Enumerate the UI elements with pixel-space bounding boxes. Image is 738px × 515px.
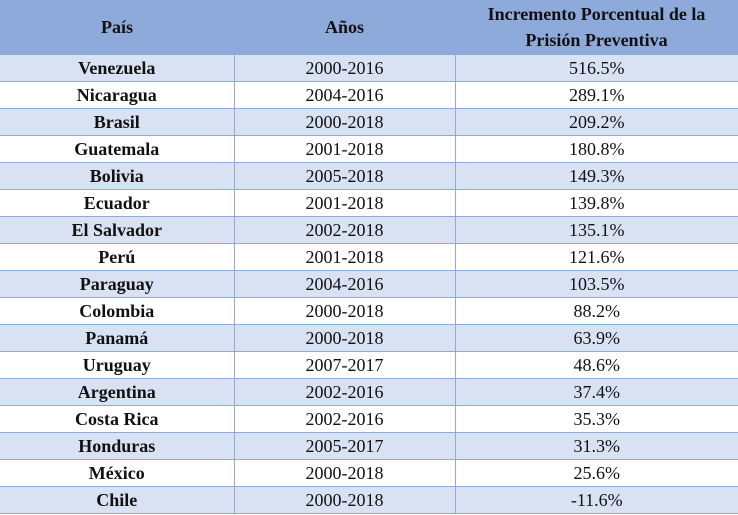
years-cell: 2004-2016 xyxy=(233,269,456,298)
table-header: País Años Incremento Porcentual de la Pr… xyxy=(0,0,738,55)
country-cell: Uruguay xyxy=(0,350,235,379)
country-cell: Costa Rica xyxy=(0,404,235,433)
table-row: Bolivia 2005-2018 149.3% xyxy=(0,161,738,190)
increase-cell: -11.6% xyxy=(454,485,738,514)
increase-cell: 48.6% xyxy=(454,350,738,379)
years-cell: 2000-2018 xyxy=(233,296,456,325)
increase-cell: 88.2% xyxy=(454,296,738,325)
table-row: El Salvador 2002-2018 135.1% xyxy=(0,215,738,244)
increase-cell: 35.3% xyxy=(454,404,738,433)
table-row: Venezuela 2000-2016 516.5% xyxy=(0,53,738,82)
country-cell: Colombia xyxy=(0,296,235,325)
increase-cell: 209.2% xyxy=(454,107,738,136)
table-row: Brasil 2000-2018 209.2% xyxy=(0,107,738,136)
years-cell: 2001-2018 xyxy=(233,188,456,217)
table-row: Colombia 2000-2018 88.2% xyxy=(0,296,738,325)
increase-cell: 516.5% xyxy=(454,53,738,82)
header-row: País Años Incremento Porcentual de la Pr… xyxy=(0,0,738,55)
table-row: Panamá 2000-2018 63.9% xyxy=(0,323,738,352)
header-increase: Incremento Porcentual de la Prisión Prev… xyxy=(455,0,738,55)
table-row: Honduras 2005-2017 31.3% xyxy=(0,431,738,460)
country-cell: Paraguay xyxy=(0,269,235,298)
table-row: Argentina 2002-2016 37.4% xyxy=(0,377,738,406)
table-row: Costa Rica 2002-2016 35.3% xyxy=(0,404,738,433)
years-cell: 2005-2018 xyxy=(233,161,456,190)
country-cell: Ecuador xyxy=(0,188,235,217)
table-body: Venezuela 2000-2016 516.5% Nicaragua 2004-20… xyxy=(0,53,738,514)
table-row: Nicaragua 2004-2016 289.1% xyxy=(0,80,738,109)
increase-cell: 180.8% xyxy=(454,134,738,163)
header-country: País xyxy=(0,0,234,55)
country-cell: Bolivia xyxy=(0,161,235,190)
years-cell: 2001-2018 xyxy=(233,134,456,163)
table-row: Uruguay 2007-2017 48.6% xyxy=(0,350,738,379)
table-row: Perú 2001-2018 121.6% xyxy=(0,242,738,271)
country-cell: Panamá xyxy=(0,323,235,352)
increase-cell: 149.3% xyxy=(454,161,738,190)
years-cell: 2002-2018 xyxy=(233,215,456,244)
years-cell: 2005-2017 xyxy=(233,431,456,460)
country-cell: El Salvador xyxy=(0,215,235,244)
years-cell: 2000-2018 xyxy=(233,323,456,352)
table-row: México 2000-2018 25.6% xyxy=(0,458,738,487)
years-cell: 2001-2018 xyxy=(233,242,456,271)
country-cell: Honduras xyxy=(0,431,235,460)
country-cell: Perú xyxy=(0,242,235,271)
header-years: Años xyxy=(234,0,455,55)
table-row: Paraguay 2004-2016 103.5% xyxy=(0,269,738,298)
country-cell: México xyxy=(0,458,235,487)
increase-cell: 121.6% xyxy=(454,242,738,271)
years-cell: 2000-2016 xyxy=(233,53,456,82)
country-cell: Argentina xyxy=(0,377,235,406)
increase-cell: 289.1% xyxy=(454,80,738,109)
increase-cell: 31.3% xyxy=(454,431,738,460)
increase-cell: 139.8% xyxy=(454,188,738,217)
years-cell: 2004-2016 xyxy=(233,80,456,109)
years-cell: 2002-2016 xyxy=(233,404,456,433)
country-cell: Guatemala xyxy=(0,134,235,163)
table-row: Chile 2000-2018 -11.6% xyxy=(0,485,738,514)
increase-cell: 63.9% xyxy=(454,323,738,352)
increase-cell: 135.1% xyxy=(454,215,738,244)
country-cell: Brasil xyxy=(0,107,235,136)
table-row: Ecuador 2001-2018 139.8% xyxy=(0,188,738,217)
years-cell: 2007-2017 xyxy=(233,350,456,379)
increase-cell: 103.5% xyxy=(454,269,738,298)
years-cell: 2002-2016 xyxy=(233,377,456,406)
increase-cell: 37.4% xyxy=(454,377,738,406)
years-cell: 2000-2018 xyxy=(233,107,456,136)
country-cell: Venezuela xyxy=(0,53,235,82)
years-cell: 2000-2018 xyxy=(233,458,456,487)
increase-cell: 25.6% xyxy=(454,458,738,487)
table-row: Guatemala 2001-2018 180.8% xyxy=(0,134,738,163)
years-cell: 2000-2018 xyxy=(233,485,456,514)
country-cell: Chile xyxy=(0,485,235,514)
country-cell: Nicaragua xyxy=(0,80,235,109)
